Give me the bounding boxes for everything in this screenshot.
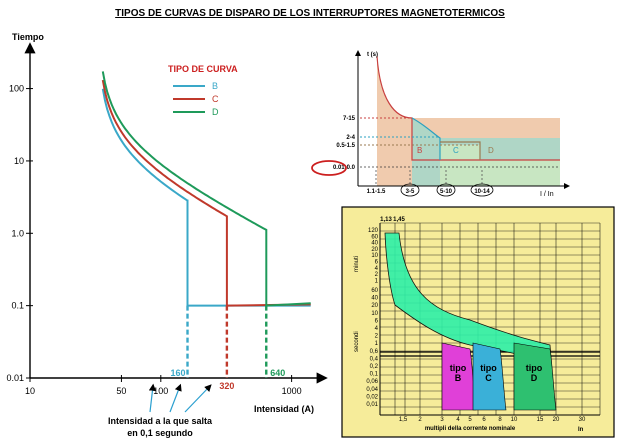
y-tick-label: 1.0: [11, 228, 24, 238]
y-axis-label: Tiempo: [12, 32, 44, 42]
italian-zone-letter: B: [455, 373, 462, 383]
italian-y-tick-min: 2: [375, 272, 379, 278]
italian-y-tick-min: 120: [368, 228, 379, 234]
y-tick-label: 10: [14, 156, 24, 166]
zone-region-label: B: [417, 146, 422, 155]
x-tick-label: 10: [25, 386, 35, 396]
italian-x-tick-label: 1,5: [399, 417, 408, 423]
zone-x-tick-label: 3-5: [406, 189, 415, 195]
italian-x-unit: In: [578, 427, 584, 433]
italian-top-label: 1,45: [393, 217, 405, 223]
x-axis-label: Intensidad (A): [254, 404, 314, 414]
zone-region-label: D: [488, 146, 494, 155]
italian-zone-letter: C: [485, 373, 492, 383]
italian-zone-word: tipo: [480, 363, 497, 373]
zone-d-fill: [440, 145, 560, 186]
main-trip-chart: Tiempo 100 10 1.0 0.1 0.01 10 50 100 1000 160 32…: [6, 32, 328, 438]
italian-y-label-seconds: secondi: [354, 331, 360, 352]
legend-label-d: D: [212, 107, 219, 117]
italian-y-tick-min: 4: [375, 266, 379, 272]
italian-y-tick-min: 10: [371, 253, 378, 259]
x-tick-label: 100: [153, 386, 168, 396]
y-tick-label: 0.01: [6, 373, 24, 383]
page-title: TIPOS DE CURVAS DE DISPARO DE LOS INTERR…: [115, 8, 505, 19]
zone-x-tick-label: 5-10: [440, 189, 453, 195]
italian-y-tick-sec: 0,1: [370, 372, 379, 378]
annotation-text-line2: en 0,1 segundo: [127, 428, 193, 438]
italian-y-tick-sec: 0,6: [370, 349, 379, 355]
italian-y-tick-sec: 0,02: [366, 394, 378, 400]
italian-x-tick-label: 20: [553, 417, 560, 423]
zone-x-label: I / In: [540, 191, 554, 198]
italian-y-label-minutes: minuti: [354, 256, 360, 272]
legend-label-b: B: [212, 81, 218, 91]
zone-b-line: [376, 55, 560, 161]
italian-x-tick-label: 5: [468, 417, 472, 423]
series-line-c: [101, 79, 311, 307]
italian-x-label: multipli della corrente nominale: [425, 426, 516, 432]
italian-y-tick-sec: 0,4: [370, 356, 379, 362]
legend-title: TIPO DE CURVA: [168, 64, 238, 74]
italian-x-tick-label: 2: [418, 417, 422, 423]
zone-y-label: t (s): [367, 52, 378, 58]
zone-chart: t (s) I / In 7-15 2-4 0.5-1.5 0.01-0.0 1.1-…: [311, 50, 570, 198]
annotation-value-d: 640: [270, 368, 285, 378]
zone-x-tick-label: 1.1-1.5: [367, 189, 386, 195]
x-tick-label: 1000: [282, 386, 302, 396]
italian-y-tick-sec: 6: [375, 318, 379, 324]
italian-zone-c: [472, 342, 507, 411]
y-tick-label: 0.1: [11, 301, 24, 311]
italian-x-tick-label: 15: [537, 417, 544, 423]
italian-zone-word: tipo: [526, 363, 543, 373]
italian-y-tick-sec: 10: [371, 311, 378, 317]
italian-y-tick-min: 6: [375, 260, 379, 266]
italian-y-tick-sec: 40: [371, 296, 378, 302]
italian-y-tick-sec: 60: [371, 288, 378, 294]
legend-label-c: C: [212, 94, 219, 104]
italian-y-tick-sec: 0,04: [366, 387, 378, 393]
italian-y-tick-min: 40: [371, 241, 378, 247]
x-tick-label: 50: [116, 386, 126, 396]
zone-y-tick-label: 0.5-1.5: [336, 143, 355, 149]
annotation-text-line1: Intensidad a la que salta: [108, 416, 213, 426]
y-tick-label: 100: [9, 84, 24, 94]
italian-y-tick-sec: 2: [375, 334, 379, 340]
italian-zone-word: tipo: [450, 363, 467, 373]
italian-zone-d: [513, 342, 557, 411]
zone-y-tick-label: 2-4: [346, 135, 355, 141]
italian-x-tick-label: 8: [498, 417, 502, 423]
italian-x-tick-label: 10: [511, 417, 518, 423]
italian-x-tick-label: 4: [456, 417, 460, 423]
zone-c-line: [411, 117, 441, 160]
annotation-value-c: 320: [219, 381, 234, 391]
legend: TIPO DE CURVA BCD: [168, 64, 238, 117]
italian-y-tick-sec: 1: [375, 341, 379, 347]
annotation-arrows: [148, 383, 212, 413]
italian-zone-letter: D: [531, 373, 538, 383]
zone-region-label: C: [453, 146, 459, 155]
italian-y-tick-sec: 20: [371, 303, 378, 309]
series-line-b: [101, 88, 311, 307]
italian-y-tick-sec: 0,2: [370, 364, 379, 370]
zone-d-line: [440, 141, 481, 160]
italian-y-tick-min: 60: [371, 234, 378, 240]
annotation-value-b: 160: [170, 368, 185, 378]
italian-top-label: 1,13: [380, 217, 392, 223]
highlight-ellipse: [311, 160, 347, 176]
italian-x-tick-label: 6: [482, 417, 486, 423]
series-line-d: [101, 71, 311, 307]
italian-y-tick-min: 20: [371, 247, 378, 253]
zone-x-tick-label: 10-14: [474, 189, 490, 195]
italian-y-tick-sec: 0,06: [366, 379, 378, 385]
italian-y-tick-min: 1: [375, 278, 379, 284]
zone-y-tick-label: 0.01-0.0: [333, 165, 356, 171]
italian-x-tick-label: 3: [440, 417, 444, 423]
italian-y-tick-sec: 0,01: [366, 402, 378, 408]
italian-y-tick-sec: 4: [375, 326, 379, 332]
zone-y-tick-label: 7-15: [343, 116, 356, 122]
italian-x-tick-label: 30: [579, 417, 586, 423]
